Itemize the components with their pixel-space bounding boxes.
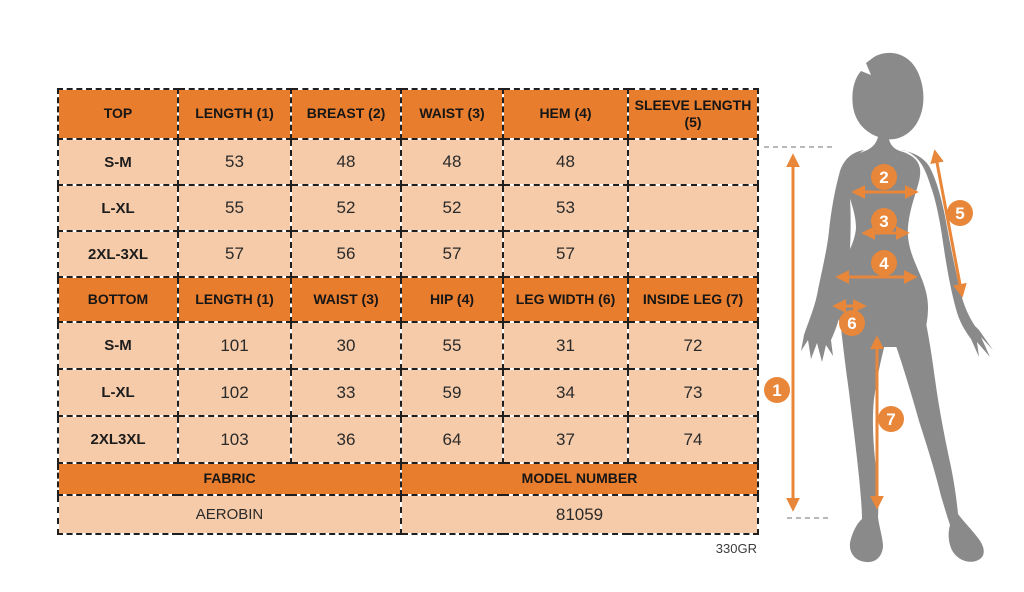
cell-value: 33 <box>290 368 402 417</box>
cell-value: 30 <box>290 321 402 370</box>
top-header-sleeve: SLEEVE LENGTH (5) <box>627 88 759 140</box>
cell-value: 34 <box>502 368 629 417</box>
model-number-header: MODEL NUMBER <box>400 462 759 496</box>
fabric-header: FABRIC <box>57 462 402 496</box>
table-row: 2XL3XL 103 36 64 37 74 <box>57 415 759 464</box>
cell-value: 56 <box>290 230 402 278</box>
cell-value: 55 <box>400 321 504 370</box>
bottom-header-waist: WAIST (3) <box>290 276 402 323</box>
bottom-header-row: BOTTOM LENGTH (1) WAIST (3) HIP (4) LEG … <box>57 276 759 323</box>
top-header-section: TOP <box>57 88 179 140</box>
marker-5-circle <box>947 200 973 226</box>
cell-value: 52 <box>290 184 402 232</box>
cell-value: 55 <box>177 184 292 232</box>
size-label: 2XL3XL <box>57 415 179 464</box>
cell-value: 102 <box>177 368 292 417</box>
marker-1-circle <box>764 377 790 403</box>
size-label: S-M <box>57 321 179 370</box>
cell-value: 53 <box>502 184 629 232</box>
marker-4-circle <box>871 250 897 276</box>
marker-6: 6 <box>839 310 865 336</box>
top-header-hem: HEM (4) <box>502 88 629 140</box>
table-row: L-XL 102 33 59 34 73 <box>57 368 759 417</box>
marker-6-number: 6 <box>847 314 856 333</box>
cell-value: 37 <box>502 415 629 464</box>
top-header-breast: BREAST (2) <box>290 88 402 140</box>
cell-value: 73 <box>627 368 759 417</box>
marker-1-number: 1 <box>772 381 781 400</box>
top-header-length: LENGTH (1) <box>177 88 292 140</box>
cell-value: 74 <box>627 415 759 464</box>
marker-4-number: 4 <box>879 254 889 273</box>
bottom-header-insideleg: INSIDE LEG (7) <box>627 276 759 323</box>
fabric-header-row: FABRIC MODEL NUMBER <box>57 462 759 496</box>
weight-note: 330GR <box>715 541 757 556</box>
bottom-header-section: BOTTOM <box>57 276 179 323</box>
cell-value: 57 <box>177 230 292 278</box>
bottom-header-hip: HIP (4) <box>400 276 504 323</box>
cell-value: 59 <box>400 368 504 417</box>
marker-3: 3 <box>871 208 897 234</box>
marker-7-number: 7 <box>886 410 895 429</box>
cell-value: 57 <box>502 230 629 278</box>
marker-5-number: 5 <box>955 204 964 223</box>
measure-arrow-sleeve <box>930 149 967 298</box>
marker-6-circle <box>839 310 865 336</box>
cell-value: 103 <box>177 415 292 464</box>
fabric-value-row: AEROBIN 81059 <box>57 494 759 535</box>
table-row: S-M 101 30 55 31 72 <box>57 321 759 370</box>
table-row: L-XL 55 52 52 53 <box>57 184 759 232</box>
cell-value: 36 <box>290 415 402 464</box>
cell-value: 52 <box>400 184 504 232</box>
model-number-value: 81059 <box>400 494 759 535</box>
top-header-row: TOP LENGTH (1) BREAST (2) WAIST (3) HEM … <box>57 88 759 140</box>
bottom-header-legwidth: LEG WIDTH (6) <box>502 276 629 323</box>
cell-value <box>627 184 759 232</box>
marker-3-circle <box>871 208 897 234</box>
cell-value: 53 <box>177 138 292 186</box>
cell-value: 31 <box>502 321 629 370</box>
silhouette-right-leg <box>890 293 984 562</box>
cell-value: 48 <box>400 138 504 186</box>
body-measurement-diagram: 1 2 3 4 5 6 7 <box>764 52 993 563</box>
size-label: 2XL-3XL <box>57 230 179 278</box>
cell-value: 48 <box>290 138 402 186</box>
top-header-waist: WAIST (3) <box>400 88 504 140</box>
cell-value: 57 <box>400 230 504 278</box>
marker-7: 7 <box>878 406 904 432</box>
marker-3-number: 3 <box>879 212 888 231</box>
cell-value <box>627 230 759 278</box>
marker-7-circle <box>878 406 904 432</box>
size-label: L-XL <box>57 368 179 417</box>
bottom-header-length: LENGTH (1) <box>177 276 292 323</box>
size-table: TOP LENGTH (1) BREAST (2) WAIST (3) HEM … <box>57 88 759 535</box>
cell-value <box>627 138 759 186</box>
silhouette-left-arm <box>801 150 864 362</box>
marker-2-number: 2 <box>879 168 888 187</box>
silhouette-head <box>852 52 924 140</box>
marker-2: 2 <box>871 164 897 190</box>
cell-value: 48 <box>502 138 629 186</box>
body-silhouette <box>801 52 993 563</box>
cell-value: 72 <box>627 321 759 370</box>
cell-value: 64 <box>400 415 504 464</box>
cell-value: 101 <box>177 321 292 370</box>
marker-1: 1 <box>764 377 790 403</box>
fabric-value: AEROBIN <box>57 494 402 535</box>
marker-2-circle <box>871 164 897 190</box>
size-label: L-XL <box>57 184 179 232</box>
marker-4: 4 <box>871 250 897 276</box>
silhouette-left-leg <box>839 308 887 563</box>
marker-5: 5 <box>947 200 973 226</box>
table-row: S-M 53 48 48 48 <box>57 138 759 186</box>
table-row: 2XL-3XL 57 56 57 57 <box>57 230 759 278</box>
size-label: S-M <box>57 138 179 186</box>
